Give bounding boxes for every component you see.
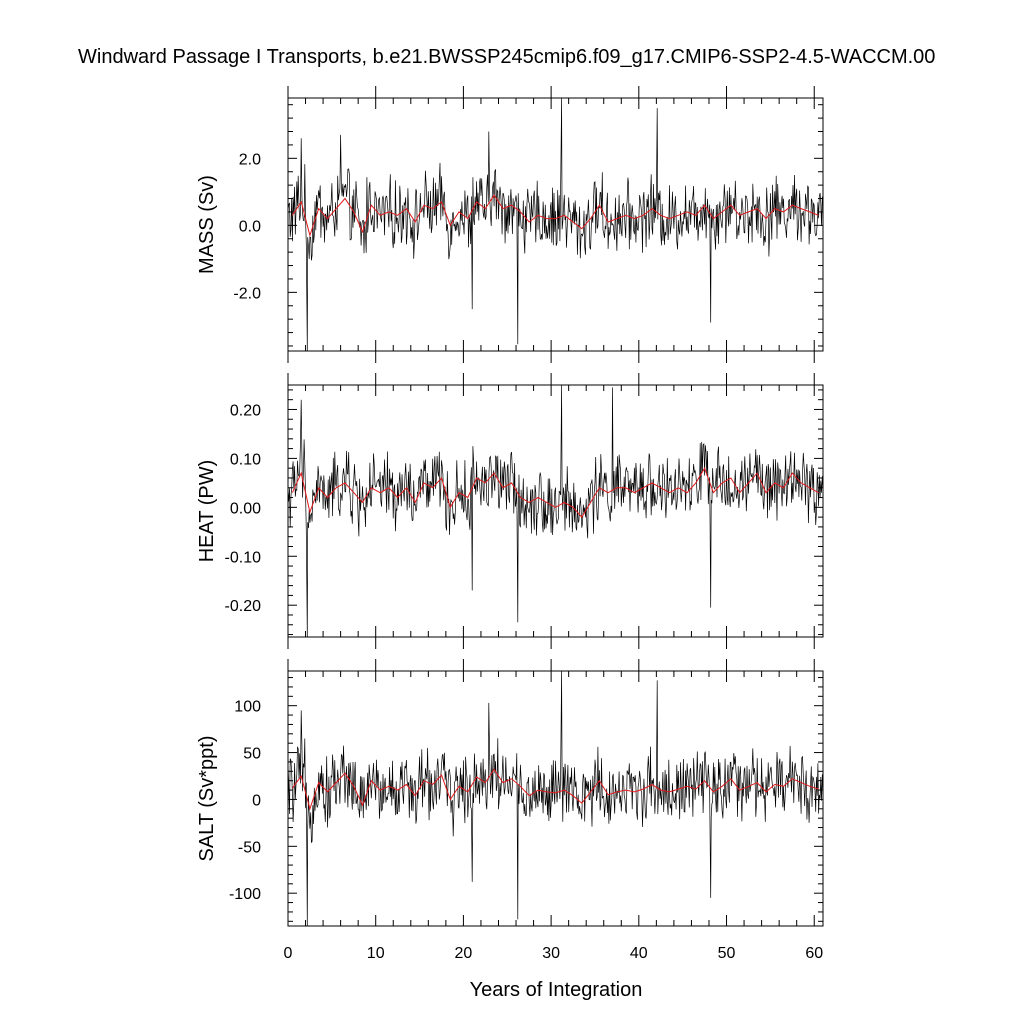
- y-axis-label: SALT (Sv*ppt): [196, 736, 218, 862]
- y-tick-label: 100: [234, 699, 261, 716]
- panel-3: -100 -50 0 50 100 SALT (Sv*ppt): [196, 659, 824, 927]
- y-tick-label: -100: [229, 886, 261, 903]
- x-tick-label: 60: [805, 945, 823, 962]
- annual-mean-line: [291, 194, 819, 238]
- monthly-series-line: [288, 671, 823, 926]
- y-tick-label: 0.00: [230, 500, 261, 517]
- x-tick-label: 0: [284, 945, 293, 962]
- y-tick-label: 0.0: [239, 218, 261, 235]
- panel-frame: [287, 670, 824, 927]
- panel-frame: [287, 97, 824, 352]
- chart-title: Windward Passage I Transports, b.e21.BWS…: [78, 46, 936, 68]
- monthly-series-line: [288, 385, 823, 637]
- annual-mean-line: [291, 467, 819, 518]
- panel-2: -0.20 -0.10 0.00 0.10 0.20 HEAT (PW): [196, 373, 824, 649]
- x-tick-label: 50: [718, 945, 736, 962]
- x-tick-label: 40: [630, 945, 648, 962]
- y-tick-label: 2.0: [239, 151, 261, 168]
- y-tick-label: 0: [252, 792, 261, 809]
- x-tick-label: 10: [367, 945, 385, 962]
- y-tick-label: 0.20: [230, 402, 261, 419]
- annual-mean-line: [291, 768, 819, 811]
- y-tick-label: -2.0: [233, 285, 261, 302]
- y-axis-label: MASS (Sv): [196, 175, 218, 274]
- y-axis-label: HEAT (PW): [196, 460, 218, 563]
- x-tick-label: 20: [455, 945, 473, 962]
- panel-1: -2.0 0.0 2.0 MASS (Sv): [196, 86, 824, 363]
- y-tick-label: 0.10: [230, 451, 261, 468]
- panel-frame: [287, 384, 824, 638]
- y-tick-label: 50: [243, 746, 261, 763]
- x-axis-label: Years of Integration: [470, 979, 643, 1001]
- panels-group: -2.0 0.0 2.0 MASS (Sv) -0.20 -0.10 0.00 0.10 0.2…: [196, 86, 824, 962]
- y-tick-label: -50: [238, 839, 261, 856]
- y-tick-label: -0.20: [225, 598, 262, 615]
- y-tick-label: -0.10: [225, 549, 262, 566]
- x-tick-label: 30: [542, 945, 560, 962]
- monthly-series-line: [288, 98, 823, 351]
